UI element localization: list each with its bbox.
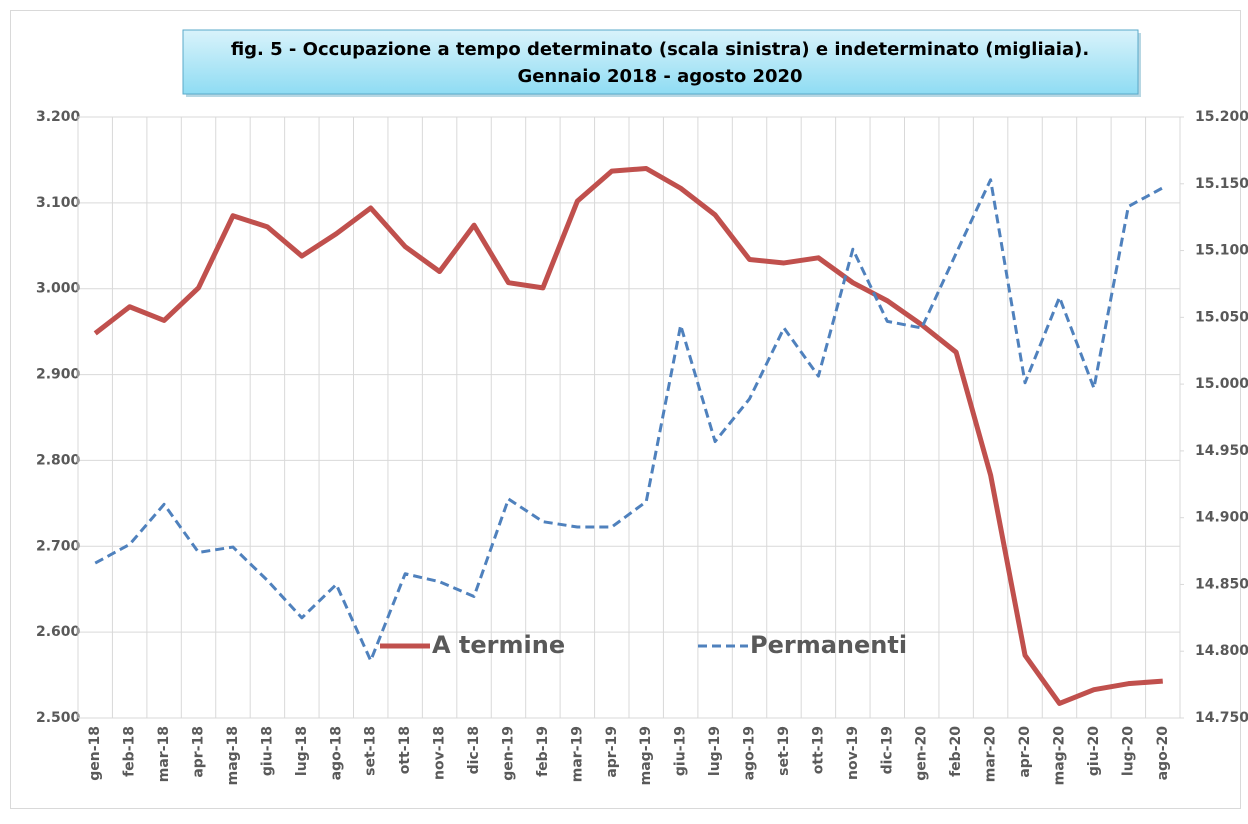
chart-title: fig. 5 - Occupazione a tempo determinato…: [231, 39, 1089, 60]
x-tick-label: mag-20: [1051, 726, 1067, 786]
chart-border: [10, 10, 1241, 809]
y-tick-label: 2.600: [36, 624, 81, 640]
x-tick-label: apr-18: [191, 726, 207, 778]
x-tick-label: dic-18: [466, 726, 482, 774]
x-tick-label: nov-18: [432, 726, 448, 780]
series-line: [93, 166, 1163, 706]
y2-tick-label: 15.100: [1195, 243, 1248, 259]
x-tick-label: set-19: [776, 726, 792, 776]
y-tick-label: 2.700: [36, 538, 81, 554]
title-box: [182, 29, 1139, 95]
x-tick-label: feb-19: [535, 726, 551, 777]
legend-label: Permanenti: [750, 631, 907, 659]
y-tick-label: 3.100: [36, 195, 81, 211]
y2-tick-label: 14.950: [1195, 443, 1248, 459]
x-tick-label: mar-19: [569, 726, 585, 782]
y2-tick-label: 15.200: [1195, 109, 1248, 125]
x-tick-label: lug-19: [707, 726, 723, 776]
y2-tick-label: 14.750: [1195, 710, 1248, 726]
y2-tick-label: 14.800: [1195, 643, 1248, 659]
x-tick-label: gen-20: [914, 726, 930, 781]
y-tick-label: 3.200: [36, 109, 81, 125]
y-tick-label: 2.900: [36, 367, 81, 383]
x-tick-label: lug-18: [294, 726, 310, 776]
x-tick-label: dic-19: [879, 726, 895, 774]
plot-frame: [77, 116, 1181, 719]
x-tick-label: feb-18: [122, 726, 138, 777]
y-tick-label: 2.500: [36, 710, 81, 726]
x-tick-label: ago-20: [1155, 726, 1171, 781]
x-tick-label: mar-18: [156, 726, 172, 782]
x-tick-label: ott-19: [810, 726, 826, 774]
x-tick-label: mar-20: [983, 726, 999, 782]
legend-label: A termine: [432, 631, 565, 659]
x-tick-label: set-18: [363, 726, 379, 776]
chart-subtitle: Gennaio 2018 - agosto 2020: [517, 66, 802, 87]
y2-tick-label: 15.000: [1195, 376, 1248, 392]
x-tick-label: nov-19: [845, 726, 861, 780]
x-tick-label: feb-20: [948, 726, 964, 777]
x-tick-label: mag-19: [638, 726, 654, 785]
x-tick-label: ott-18: [397, 726, 413, 774]
x-tick-label: ago-18: [328, 726, 344, 780]
y-tick-label: 3.000: [36, 281, 81, 297]
y-tick-label: 2.800: [36, 452, 81, 468]
x-tick-label: mag-18: [225, 726, 241, 785]
x-tick-label: lug-20: [1120, 726, 1136, 776]
series-line: [94, 178, 1164, 663]
x-tick-label: gen-19: [500, 726, 516, 781]
x-tick-label: giu-19: [673, 726, 689, 776]
x-tick-label: ago-19: [742, 726, 758, 780]
x-tick-label: giu-20: [1086, 726, 1102, 776]
y2-tick-label: 15.150: [1195, 176, 1248, 192]
x-tick-label: gen-18: [87, 726, 103, 781]
y2-tick-label: 14.900: [1195, 510, 1248, 526]
y2-tick-label: 14.850: [1195, 576, 1248, 592]
y2-tick-label: 15.050: [1195, 309, 1248, 325]
x-tick-label: apr-20: [1017, 726, 1033, 778]
x-tick-label: apr-19: [604, 726, 620, 778]
x-tick-label: giu-18: [259, 726, 275, 776]
